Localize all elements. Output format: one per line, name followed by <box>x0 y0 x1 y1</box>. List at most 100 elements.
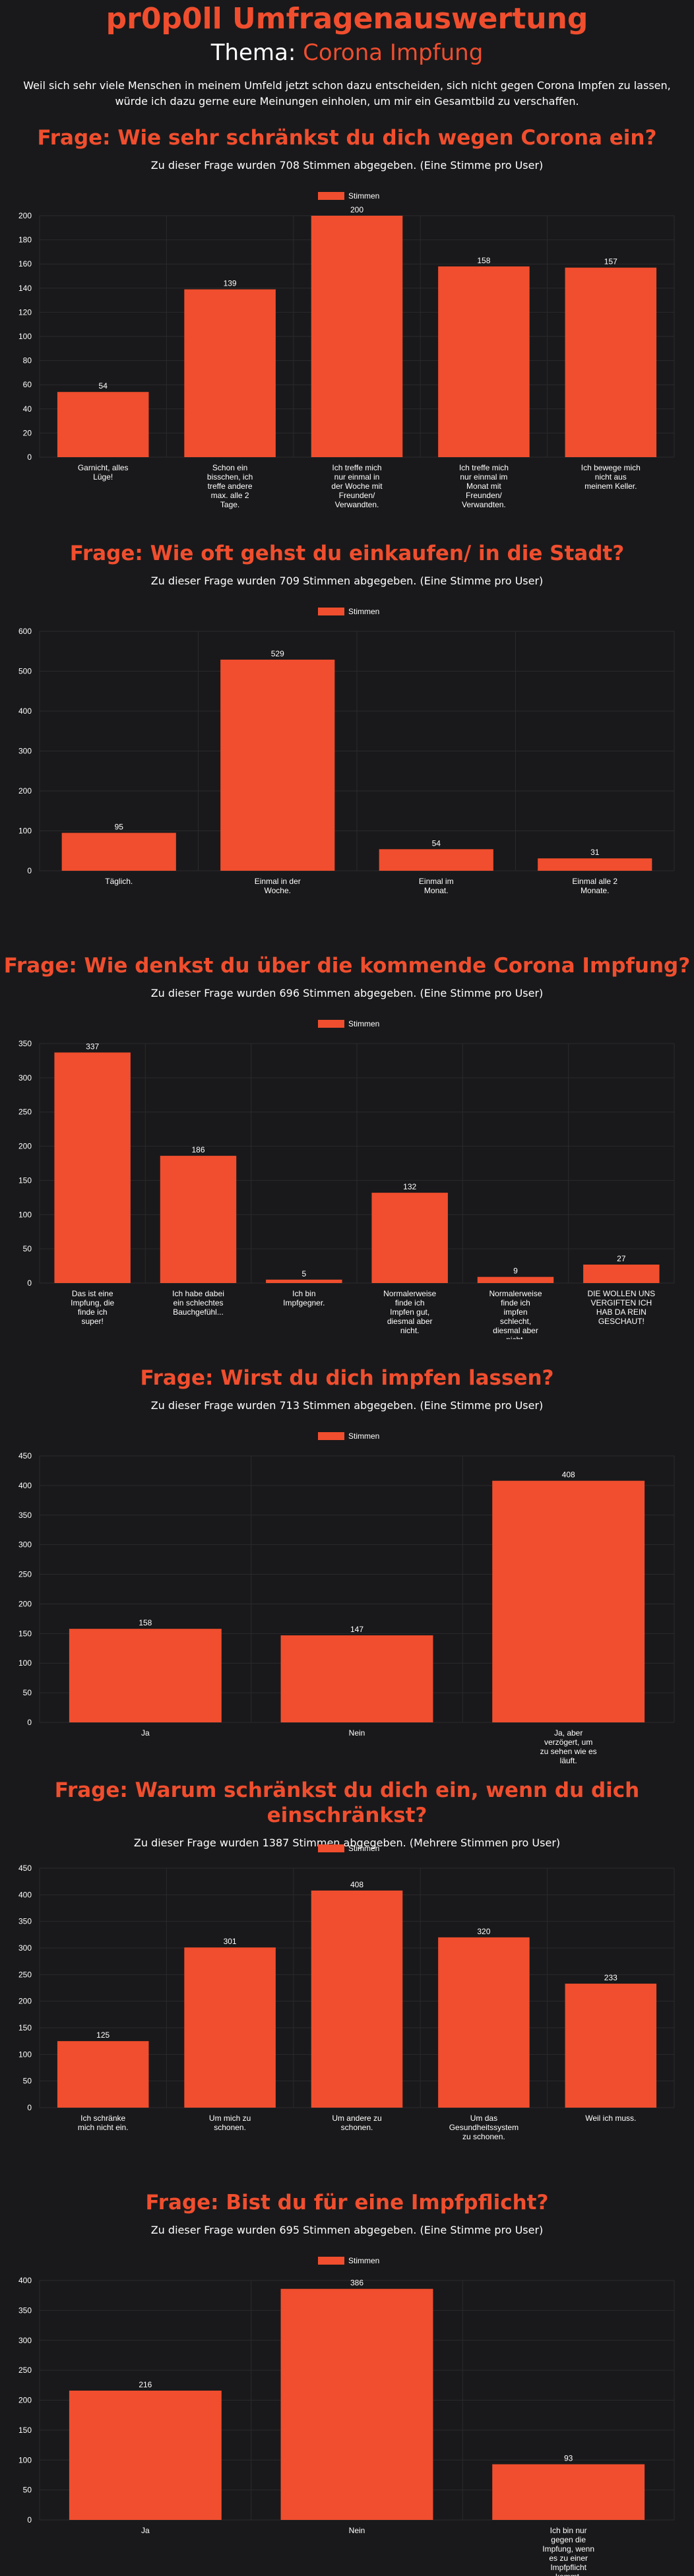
x-tick-label: Ich habe dabei ein schlechtes Bauchgefühl.… <box>172 1289 224 1317</box>
x-tick-label: Ja <box>141 2526 150 2535</box>
x-tick-label: Ich bewege mich nicht aus meinem Keller. <box>581 463 641 491</box>
x-tick-label: Um andere zu schonen. <box>332 2114 381 2132</box>
data-label: 320 <box>477 1927 490 1936</box>
data-label: 233 <box>604 1973 617 1982</box>
legend: Stimmen <box>318 1019 379 1028</box>
x-tick-label: Einmal in der Woche. <box>255 877 301 895</box>
legend: Stimmen <box>318 607 379 616</box>
question-title: Frage: Warum schränkst du dich ein, wenn… <box>54 1778 640 1827</box>
question-title: Frage: Wie denkst du über die kommende C… <box>3 954 691 978</box>
bar <box>280 2288 433 2520</box>
x-tick-label: Das ist eine Impfung, die finde ich super! <box>71 1289 114 1326</box>
y-tick-label: 120 <box>18 307 32 317</box>
data-label: 158 <box>477 256 490 265</box>
y-tick-label: 0 <box>27 2515 32 2525</box>
data-label: 54 <box>432 838 441 848</box>
bar <box>538 858 652 871</box>
y-tick-label: 200 <box>18 1599 32 1608</box>
question-title: Frage: Wie sehr schränkst du dich wegen … <box>37 126 657 150</box>
chart-1: Stimmen 0 20 40 60 80 100 120 140 160 180 200 54 Garn… <box>18 191 675 509</box>
legend-label: Stimmen <box>348 2256 379 2265</box>
votes-info: Zu dieser Frage wurden 713 Stimmen abgeg… <box>150 1399 544 1412</box>
x-tick-label: Nein <box>349 2526 365 2535</box>
intro-text: Weil sich sehr viele Menschen in meinem … <box>23 79 671 108</box>
legend-swatch <box>318 2257 344 2265</box>
bar <box>280 1635 433 1722</box>
y-tick-label: 200 <box>18 1997 32 2006</box>
y-tick-label: 0 <box>27 1278 32 1288</box>
bar <box>371 1193 448 1283</box>
y-tick-label: 100 <box>18 2050 32 2059</box>
y-tick-label: 450 <box>18 1864 32 1873</box>
y-tick-label: 300 <box>18 1943 32 1953</box>
data-label: 200 <box>350 205 363 214</box>
y-tick-label: 350 <box>18 1039 32 1048</box>
y-tick-label: 200 <box>18 1142 32 1151</box>
data-label: 5 <box>301 1269 306 1278</box>
chart-2: Stimmen 0 100 200 300 400 500 600 95 Täglich. 529 E… <box>18 607 675 895</box>
y-tick-label: 0 <box>27 453 32 462</box>
y-tick-label: 450 <box>18 1451 32 1461</box>
votes-info: Zu dieser Frage wurden 695 Stimmen abgeg… <box>150 2224 544 2236</box>
x-tick-label: Täglich. <box>105 877 133 886</box>
y-tick-label: 250 <box>18 1970 32 1979</box>
bar <box>583 1264 660 1283</box>
page-title: pr0p0ll Umfragenauswertung <box>106 2 588 36</box>
section-3: Frage: Wie denkst du über die kommende C… <box>0 953 694 1339</box>
data-label: 93 <box>564 2454 573 2463</box>
chart-4: Stimmen 0 50 100 150 200 250 300 350 400 450 158 Ja 1… <box>18 1431 675 1765</box>
x-tick-label: Schon ein bisschen, ich treffe andere max. … <box>207 463 253 509</box>
y-tick-label: 350 <box>18 2306 32 2315</box>
data-label: 216 <box>139 2380 152 2389</box>
data-label: 95 <box>115 823 124 832</box>
data-label: 9 <box>513 1267 518 1276</box>
y-tick-label: 140 <box>18 284 32 293</box>
x-tick-label: Nein <box>349 1728 365 1738</box>
question-title: Frage: Bist du für eine Impfpflicht? <box>145 2191 549 2215</box>
x-tick-label: Ich bin Impfgegner. <box>283 1289 325 1307</box>
y-tick-label: 250 <box>18 2366 32 2375</box>
y-tick-label: 40 <box>23 404 32 414</box>
chart-6: Stimmen 0 50 100 150 200 250 300 350 400 216 Ja 386 N… <box>18 2256 675 2576</box>
y-tick-label: 300 <box>18 2336 32 2345</box>
x-tick-label: Ich schränke mich nicht ein. <box>78 2114 129 2132</box>
x-tick-label: Normalerweise finde ich impfen schlecht, die… <box>489 1289 542 1339</box>
y-tick-label: 100 <box>18 1210 32 1219</box>
bar <box>220 659 335 871</box>
legend-label: Stimmen <box>348 1844 379 1853</box>
y-tick-label: 150 <box>18 1176 32 1185</box>
bar <box>311 216 403 457</box>
y-tick-label: 350 <box>18 1511 32 1520</box>
bar <box>311 1890 403 2108</box>
y-tick-label: 20 <box>23 428 32 437</box>
legend: Stimmen <box>318 2256 379 2265</box>
bar <box>69 2390 222 2520</box>
bar <box>57 392 149 457</box>
theme-label: Thema: <box>210 40 296 66</box>
data-label: 139 <box>224 279 237 288</box>
x-tick-label: Weil ich muss. <box>585 2114 636 2123</box>
data-label: 386 <box>350 2278 363 2288</box>
data-label: 408 <box>562 1470 575 1480</box>
bar <box>266 1279 342 1283</box>
y-tick-label: 50 <box>23 1244 32 1253</box>
y-tick-label: 160 <box>18 259 32 268</box>
theme-value: Corona Impfung <box>303 40 484 66</box>
y-tick-label: 60 <box>23 380 32 389</box>
legend: Stimmen <box>318 1431 379 1441</box>
y-tick-label: 350 <box>18 1917 32 1926</box>
question-title: Frage: Wie oft gehst du einkaufen/ in di… <box>69 542 625 565</box>
data-label: 158 <box>139 1618 152 1627</box>
section-5: Frage: Warum schränkst du dich ein, wenn… <box>0 1778 694 2141</box>
x-tick-label: Einmal alle 2 Monate. <box>572 877 617 895</box>
section-6: Frage: Bist du für eine Impfpflicht? Zu … <box>0 2190 694 2576</box>
y-tick-label: 50 <box>23 2486 32 2495</box>
y-tick-label: 100 <box>18 2455 32 2465</box>
legend-label: Stimmen <box>348 607 379 616</box>
x-tick-label: Ja <box>141 1728 150 1738</box>
y-tick-label: 0 <box>27 866 32 875</box>
legend-swatch <box>318 192 344 200</box>
y-tick-label: 250 <box>18 1108 32 1117</box>
x-tick-label: DIE WOLLEN UNS VERGIFTEN ICH HAB DA REIN GE… <box>587 1289 655 1326</box>
y-tick-label: 300 <box>18 1073 32 1083</box>
